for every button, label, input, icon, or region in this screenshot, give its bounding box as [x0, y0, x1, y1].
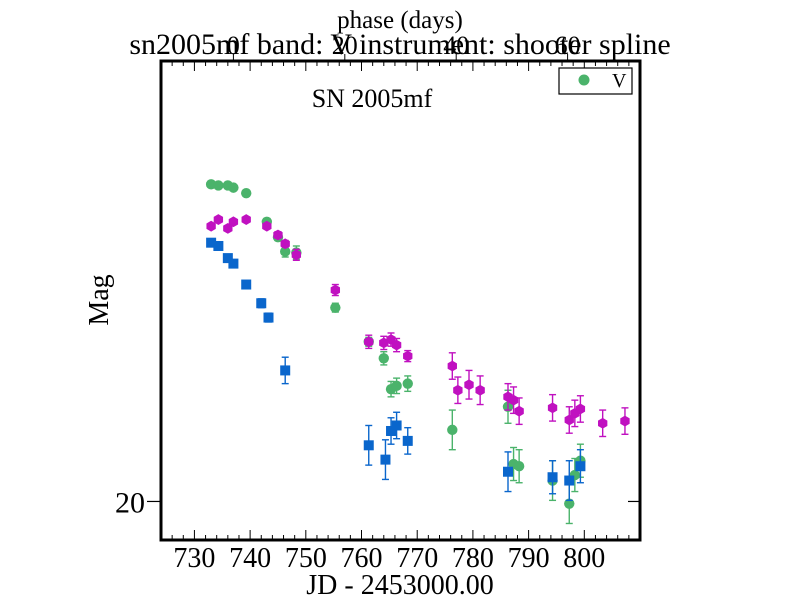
data-point: [453, 384, 463, 396]
data-point: [280, 365, 291, 376]
data-point: [564, 498, 575, 509]
data-point: [513, 461, 525, 472]
data-point: [262, 220, 272, 232]
data-point: [228, 182, 239, 193]
data-marks: [205, 179, 630, 525]
data-point: [547, 402, 558, 414]
x-tick-label: 800: [563, 543, 605, 574]
data-point: [386, 425, 397, 436]
data-point: [620, 415, 630, 427]
data-point: [598, 417, 608, 429]
phase-tick-label: 20: [332, 31, 358, 60]
phase-tick-label: 60: [555, 31, 581, 60]
data-point: [213, 180, 224, 191]
data-point: [206, 220, 216, 232]
data-point: [475, 384, 485, 396]
series-hexagon: [206, 214, 630, 438]
x-tick-label: 740: [229, 543, 271, 574]
data-point: [379, 337, 389, 349]
data-point: [263, 312, 274, 323]
data-point: [213, 214, 224, 225]
data-point: [206, 237, 217, 248]
chart-title: sn2005mf band: V instrument: shooter spl…: [129, 28, 670, 61]
data-point: [447, 424, 458, 436]
x-tick-label: 780: [452, 543, 494, 574]
x-tick-label: 760: [341, 543, 383, 574]
data-point: [403, 350, 413, 362]
data-point: [241, 279, 252, 290]
data-point: [364, 336, 374, 348]
y-axis-label: Mag: [84, 274, 115, 325]
series-square: [206, 237, 586, 502]
data-point: [575, 403, 586, 415]
data-point: [514, 405, 524, 417]
data-point: [447, 360, 457, 372]
data-point: [391, 380, 402, 392]
data-point: [391, 420, 402, 431]
data-point: [280, 238, 290, 250]
data-point: [464, 379, 474, 391]
data-point: [564, 475, 575, 486]
legend-label-v: V: [612, 70, 627, 92]
data-point: [502, 466, 513, 477]
data-point: [363, 440, 374, 451]
data-point: [380, 454, 391, 465]
data-point: [330, 302, 341, 313]
legend-box: [558, 67, 633, 95]
data-point: [402, 435, 413, 446]
y-tick-label: 20: [115, 486, 145, 519]
phase-tick-label: 40: [443, 31, 469, 60]
data-point: [330, 284, 341, 296]
x-tick-label: 730: [173, 543, 215, 574]
data-point: [241, 214, 251, 225]
x-tick-label: 750: [285, 543, 327, 574]
annotation-label: SN 2005mf: [312, 84, 433, 113]
x-axis-label: JD - 2453000.00: [306, 570, 493, 600]
data-point: [547, 472, 558, 483]
data-point: [291, 249, 302, 261]
data-point: [213, 240, 224, 251]
data-point: [575, 461, 586, 472]
data-point: [256, 298, 267, 309]
data-point: [222, 253, 233, 264]
data-point: [273, 229, 283, 241]
data-point: [402, 378, 413, 389]
data-point: [280, 246, 291, 257]
data-point: [228, 258, 239, 269]
data-point: [223, 222, 233, 234]
data-point: [228, 216, 239, 228]
legend: V: [558, 67, 633, 95]
axes-ticks: 730 740 750 760 770 780 790 800 0 20 40 60 20: [115, 31, 641, 574]
data-point: [391, 339, 402, 351]
x-tick-label: 790: [508, 543, 550, 574]
plot-frame: [159, 59, 642, 542]
legend-marker-v: [578, 74, 590, 86]
data-point: [241, 187, 252, 199]
x-tick-label: 770: [396, 543, 438, 574]
data-point: [378, 353, 389, 364]
data-point: [564, 414, 574, 426]
top-axis-label: phase (days): [337, 7, 463, 34]
phase-tick-label: 0: [227, 31, 240, 60]
